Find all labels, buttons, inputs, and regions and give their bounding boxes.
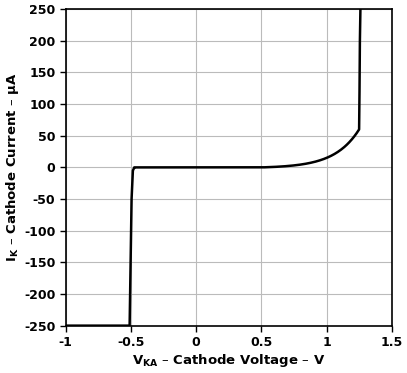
X-axis label: $\mathbf{V_{KA}}$ – Cathode Voltage – V: $\mathbf{V_{KA}}$ – Cathode Voltage – V: [132, 352, 325, 369]
Y-axis label: $\mathbf{I_K}$ – Cathode Current – µA: $\mathbf{I_K}$ – Cathode Current – µA: [4, 72, 21, 262]
